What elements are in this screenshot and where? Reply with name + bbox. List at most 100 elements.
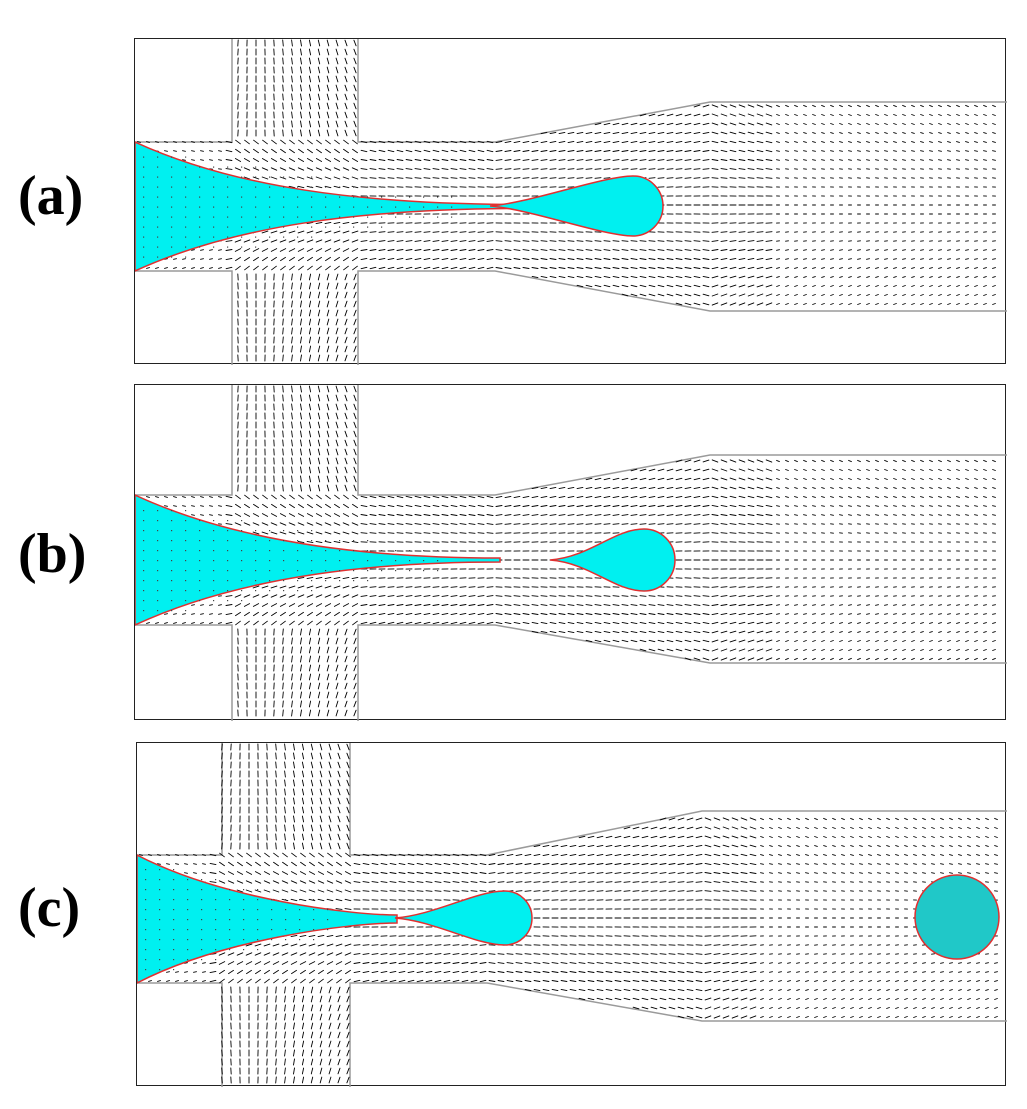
velocity-vector <box>254 889 262 893</box>
velocity-vector <box>225 495 233 499</box>
velocity-vector <box>893 159 897 161</box>
velocity-vector <box>335 682 339 690</box>
velocity-vector <box>558 249 566 251</box>
velocity-vector <box>342 594 350 598</box>
velocity-vector <box>209 853 217 857</box>
velocity-vector <box>432 231 440 233</box>
velocity-vector <box>974 640 978 642</box>
velocity-vector <box>711 249 719 251</box>
velocity-vector <box>342 176 350 180</box>
velocity-vector <box>282 466 284 474</box>
velocity-vector <box>333 176 341 180</box>
velocity-vector <box>175 980 179 982</box>
velocity-vector <box>396 586 404 588</box>
velocity-vector <box>803 613 807 615</box>
velocity-vector <box>920 276 924 278</box>
drop-vector-dot <box>269 216 271 218</box>
velocity-vector <box>765 612 773 616</box>
drop-vector-dot <box>367 570 369 572</box>
velocity-vector <box>693 613 701 615</box>
velocity-vector <box>279 531 287 535</box>
velocity-vector <box>794 505 798 507</box>
velocity-vector <box>693 477 701 481</box>
velocity-vector <box>353 700 357 708</box>
velocity-vector <box>335 457 339 465</box>
velocity-vector <box>353 628 357 636</box>
velocity-vector <box>477 604 485 606</box>
velocity-vector <box>821 258 825 260</box>
velocity-vector <box>301 797 305 805</box>
velocity-vector <box>405 249 413 251</box>
velocity-vector <box>504 258 512 260</box>
velocity-vector <box>902 104 906 108</box>
velocity-vector <box>300 682 302 690</box>
velocity-vector <box>558 505 566 507</box>
velocity-vector <box>306 594 314 598</box>
velocity-vector <box>756 149 764 153</box>
velocity-vector <box>675 249 683 251</box>
velocity-vector <box>344 57 348 65</box>
velocity-vector <box>902 132 906 134</box>
velocity-vector <box>549 505 557 507</box>
velocity-vector <box>378 149 386 153</box>
velocity-vector <box>729 168 737 170</box>
velocity-vector <box>929 469 933 471</box>
velocity-vector <box>929 657 933 661</box>
velocity-vector <box>729 523 737 525</box>
velocity-vector <box>630 275 638 279</box>
velocity-vector <box>182 505 186 507</box>
velocity-vector <box>324 167 332 171</box>
velocity-vector <box>956 114 960 116</box>
velocity-vector <box>875 505 879 507</box>
velocity-vector <box>219 969 225 975</box>
velocity-vector <box>902 657 906 661</box>
velocity-vector <box>293 1031 295 1039</box>
velocity-vector <box>275 761 277 769</box>
velocity-vector <box>298 503 304 509</box>
drop-vector-dot <box>451 196 453 198</box>
velocity-vector <box>675 293 683 297</box>
velocity-vector <box>594 621 602 625</box>
velocity-vector <box>396 140 404 144</box>
velocity-vector <box>459 159 467 161</box>
velocity-vector <box>983 622 987 624</box>
velocity-vector <box>794 258 798 260</box>
velocity-vector <box>200 604 204 606</box>
velocity-vector <box>884 640 888 642</box>
velocity-vector <box>603 177 611 179</box>
velocity-vector <box>495 140 503 144</box>
velocity-vector <box>280 620 286 626</box>
velocity-vector <box>965 150 969 152</box>
velocity-vector <box>992 303 996 305</box>
velocity-vector <box>182 496 186 498</box>
velocity-vector <box>648 523 656 525</box>
velocity-vector <box>225 149 233 153</box>
velocity-vector <box>830 123 834 125</box>
velocity-vector <box>839 123 843 125</box>
velocity-vector <box>612 630 620 634</box>
velocity-vector <box>630 293 638 297</box>
velocity-vector <box>821 487 825 489</box>
velocity-vector <box>306 522 314 526</box>
drop-vector-dot <box>395 206 397 208</box>
velocity-vector <box>639 604 647 606</box>
velocity-vector <box>300 345 302 353</box>
velocity-vector <box>974 649 978 651</box>
velocity-vector <box>666 486 674 490</box>
velocity-vector <box>738 104 746 108</box>
velocity-vector <box>513 140 521 144</box>
velocity-vector <box>965 469 969 471</box>
velocity-vector <box>902 141 906 143</box>
velocity-vector <box>875 496 879 498</box>
drop-vector-dot <box>213 600 215 602</box>
velocity-vector <box>729 284 737 288</box>
velocity-vector <box>929 649 933 651</box>
velocity-vector <box>711 275 719 279</box>
velocity-vector <box>630 122 638 126</box>
velocity-vector <box>225 168 233 170</box>
velocity-vector <box>316 494 322 500</box>
velocity-vector <box>648 140 656 144</box>
velocity-vector <box>821 132 825 134</box>
velocity-vector <box>182 141 186 143</box>
velocity-vector <box>612 131 620 135</box>
